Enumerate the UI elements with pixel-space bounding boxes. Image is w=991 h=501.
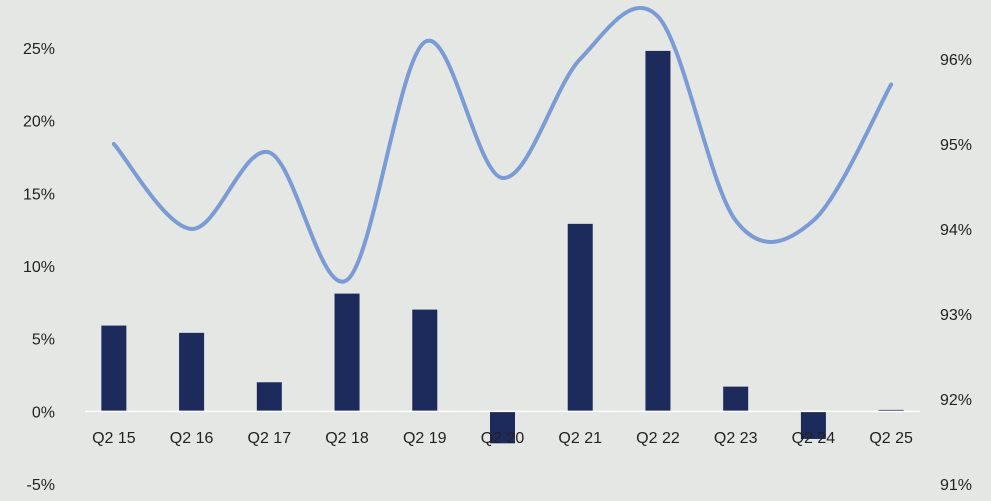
y-right-tick-label: 91%	[940, 477, 972, 494]
bar-2	[256, 382, 282, 412]
y-right-tick-label: 93%	[940, 307, 972, 324]
x-tick-label: Q2 15	[92, 430, 136, 447]
x-tick-label: Q2 17	[248, 430, 292, 447]
y-right-tick-label: 96%	[940, 52, 972, 69]
y-right-tick-label: 95%	[940, 137, 972, 154]
bar-0	[101, 325, 127, 412]
y-left-tick-label: 5%	[32, 332, 55, 349]
x-tick-label: Q2 23	[714, 430, 758, 447]
x-tick-label: Q2 21	[558, 430, 602, 447]
x-tick-label: Q2 24	[792, 430, 836, 447]
line-series	[111, 6, 894, 284]
y-left-tick-label: 25%	[23, 41, 55, 58]
x-tick-label: Q2 16	[170, 430, 214, 447]
bar-3	[334, 293, 360, 412]
y-axis-left-labels: 25% 20% 15% 10% 5% 0% -5%	[23, 41, 55, 494]
x-tick-label: Q2 20	[481, 430, 525, 447]
bar-4	[412, 309, 438, 412]
x-tick-label: Q2 22	[636, 430, 680, 447]
bar-9	[800, 411, 826, 439]
y-left-tick-label: 15%	[23, 186, 55, 203]
y-right-tick-label: 94%	[940, 222, 972, 239]
bar-6	[567, 223, 593, 412]
y-left-tick-label: 0%	[32, 404, 55, 421]
y-right-tick-label: 92%	[940, 392, 972, 409]
x-tick-label: Q2 19	[403, 430, 447, 447]
bar-7	[645, 50, 671, 412]
y-left-tick-label: 10%	[23, 259, 55, 276]
x-tick-label: Q2 18	[325, 430, 369, 447]
bars-layer	[101, 50, 904, 444]
x-axis-labels: Q2 15 Q2 16 Q2 17 Q2 18 Q2 19 Q2 20 Q2 21 Q2 22…	[92, 430, 913, 447]
y-left-tick-label: -5%	[27, 477, 55, 494]
y-axis-right-labels: 96% 95% 94% 93% 92% 91%	[940, 52, 972, 494]
bar-8	[723, 386, 749, 412]
line-layer	[111, 6, 894, 284]
bar-5	[490, 411, 515, 444]
y-left-tick-label: 20%	[23, 114, 55, 131]
x-tick-label: Q2 25	[869, 430, 913, 447]
bar-1	[179, 332, 205, 412]
